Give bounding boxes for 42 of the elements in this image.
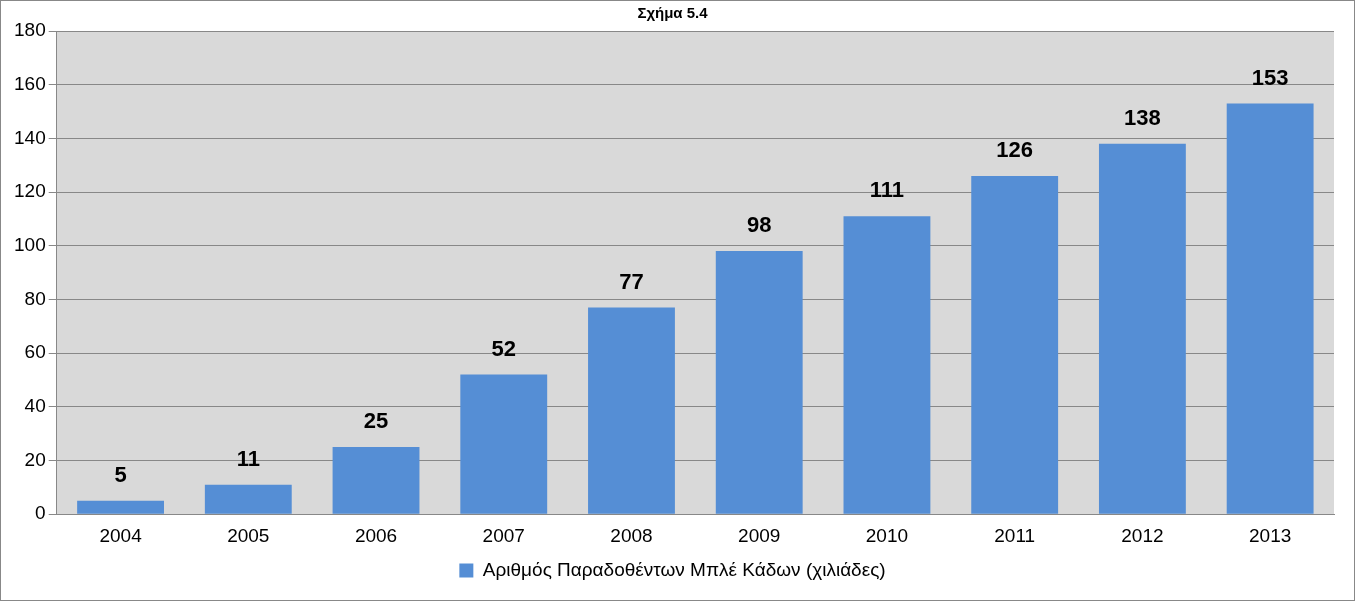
x-tick-label: 2004: [99, 524, 143, 546]
x-tick-label: 2007: [482, 524, 525, 546]
bar: [971, 175, 1059, 514]
bar: [588, 307, 675, 514]
data-label: 5: [114, 461, 127, 487]
y-tick-label: 0: [35, 502, 46, 524]
data-label: 77: [619, 268, 644, 294]
x-tick-label: 2005: [227, 524, 270, 546]
bar: [1226, 103, 1314, 514]
data-label: 25: [363, 408, 389, 434]
bar: [460, 374, 548, 514]
y-tick-label: 100: [14, 233, 46, 255]
y-tick-label: 160: [14, 72, 46, 94]
y-tick-label: 40: [24, 395, 46, 417]
y-tick-label: 20: [24, 448, 46, 470]
x-tick-label: 2009: [738, 524, 781, 546]
bar: [843, 216, 931, 514]
bar: [332, 447, 420, 514]
x-tick-label: 2011: [994, 524, 1036, 546]
x-tick-label: 2012: [1121, 524, 1164, 546]
x-tick-label: 2010: [865, 524, 909, 546]
data-label: 11: [236, 445, 260, 471]
bar: [1098, 143, 1186, 514]
bar: [715, 251, 803, 514]
data-label: 138: [1124, 104, 1161, 130]
x-tick-label: 2006: [354, 524, 398, 546]
x-tick-label: 2013: [1248, 524, 1292, 546]
y-tick-label: 60: [24, 341, 46, 363]
y-tick-label: 140: [14, 126, 46, 148]
legend-label: Αριθμός Παραδοθέντων Μπλέ Κάδων (χιλιάδες): [482, 558, 886, 580]
data-label: 111: [869, 177, 905, 203]
y-tick-label: 120: [14, 180, 46, 202]
y-tick-label: 80: [24, 287, 46, 309]
data-label: 153: [1251, 64, 1289, 90]
bar: [77, 500, 164, 514]
y-tick-label: 180: [14, 19, 46, 41]
x-tick-label: 2008: [610, 524, 653, 546]
bar: [204, 484, 292, 514]
data-label: 98: [746, 212, 772, 238]
data-label: 126: [996, 137, 1034, 163]
data-label: 52: [491, 335, 516, 361]
chart-title: Σχήμα 5.4: [637, 4, 709, 22]
